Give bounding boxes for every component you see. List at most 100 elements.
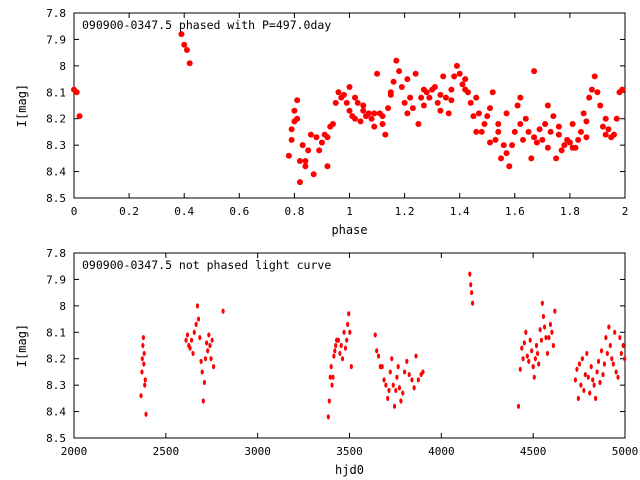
x-tick-label: 2 — [622, 205, 629, 218]
data-point — [388, 369, 392, 375]
data-point — [412, 70, 419, 77]
data-point — [553, 155, 560, 162]
data-point — [579, 382, 583, 388]
data-point — [470, 113, 477, 120]
data-point — [365, 110, 372, 117]
data-point — [199, 358, 203, 364]
data-point — [532, 374, 536, 380]
data-point — [448, 97, 455, 104]
data-point — [396, 68, 403, 75]
data-point — [537, 361, 541, 367]
data-point — [342, 329, 346, 335]
data-point — [475, 110, 482, 117]
data-point — [541, 313, 546, 320]
data-point — [368, 115, 375, 122]
y-tick-label: 8 — [59, 60, 66, 73]
x-tick-label: 2500 — [153, 445, 180, 458]
data-point — [184, 337, 188, 343]
data-point — [360, 107, 367, 114]
data-point — [209, 356, 213, 362]
data-point — [487, 105, 494, 112]
data-point — [404, 76, 411, 83]
data-point — [416, 377, 420, 383]
y-tick-label: 8.5 — [46, 432, 66, 445]
data-point — [324, 163, 331, 170]
data-point — [462, 76, 469, 83]
data-point — [203, 356, 208, 362]
data-point — [592, 382, 596, 388]
data-point — [390, 78, 397, 85]
data-point — [299, 142, 306, 149]
data-point — [181, 41, 188, 48]
data-point — [387, 387, 391, 394]
x-tick-label: 4000 — [428, 445, 455, 458]
data-point — [495, 121, 502, 127]
data-point — [294, 115, 301, 122]
data-point — [302, 163, 309, 170]
data-point — [459, 81, 466, 88]
x-tick-label: 0.8 — [284, 205, 304, 218]
data-point — [426, 94, 433, 101]
data-point — [539, 337, 544, 343]
data-point — [371, 123, 378, 130]
data-point — [524, 329, 528, 335]
data-point — [531, 68, 538, 75]
data-point — [518, 366, 522, 372]
data-point — [374, 70, 381, 77]
data-series — [139, 271, 627, 420]
data-point — [514, 102, 521, 109]
data-point — [566, 139, 573, 146]
data-point — [498, 155, 505, 162]
x-tick-label: 1.8 — [560, 205, 580, 218]
data-point — [481, 121, 488, 127]
y-tick-label: 8.2 — [46, 113, 66, 126]
data-point — [607, 324, 611, 330]
data-point — [619, 350, 623, 357]
data-point — [599, 123, 606, 130]
data-point — [437, 107, 444, 114]
data-point — [547, 334, 551, 341]
data-point — [382, 377, 386, 383]
data-point — [521, 356, 525, 362]
y-axis-label: I[mag] — [15, 84, 29, 127]
data-point — [296, 158, 303, 164]
data-point — [451, 73, 458, 80]
data-point — [183, 47, 190, 53]
data-point — [621, 342, 625, 349]
data-point — [376, 353, 381, 359]
data-point — [394, 387, 398, 394]
x-axis-label: hjd0 — [335, 463, 364, 477]
data-point — [142, 350, 146, 357]
y-tick-label: 7.9 — [46, 273, 66, 286]
data-point — [73, 89, 80, 96]
data-point — [561, 142, 568, 149]
data-point — [360, 102, 367, 109]
data-point — [484, 113, 491, 120]
x-tick-label: 0.2 — [119, 205, 139, 218]
x-tick-label: 2000 — [61, 445, 88, 458]
data-point — [462, 86, 469, 93]
data-point — [588, 86, 595, 93]
data-point — [489, 89, 496, 96]
data-point — [200, 369, 204, 375]
data-point — [548, 321, 553, 327]
data-point — [142, 361, 146, 367]
y-tick-label: 8.1 — [46, 326, 66, 339]
data-point — [601, 371, 605, 378]
data-point — [604, 334, 608, 341]
data-point — [399, 398, 403, 404]
data-point — [291, 107, 298, 114]
data-point — [144, 411, 148, 417]
data-point — [580, 356, 584, 362]
data-point — [347, 311, 351, 317]
data-point — [575, 366, 579, 372]
data-point — [553, 308, 557, 314]
data-point — [139, 393, 143, 399]
data-point — [613, 329, 617, 335]
data-point — [531, 364, 535, 370]
data-point — [555, 131, 562, 138]
data-point — [396, 364, 400, 370]
data-point — [397, 385, 402, 391]
data-point — [602, 131, 609, 138]
data-point — [478, 128, 485, 135]
